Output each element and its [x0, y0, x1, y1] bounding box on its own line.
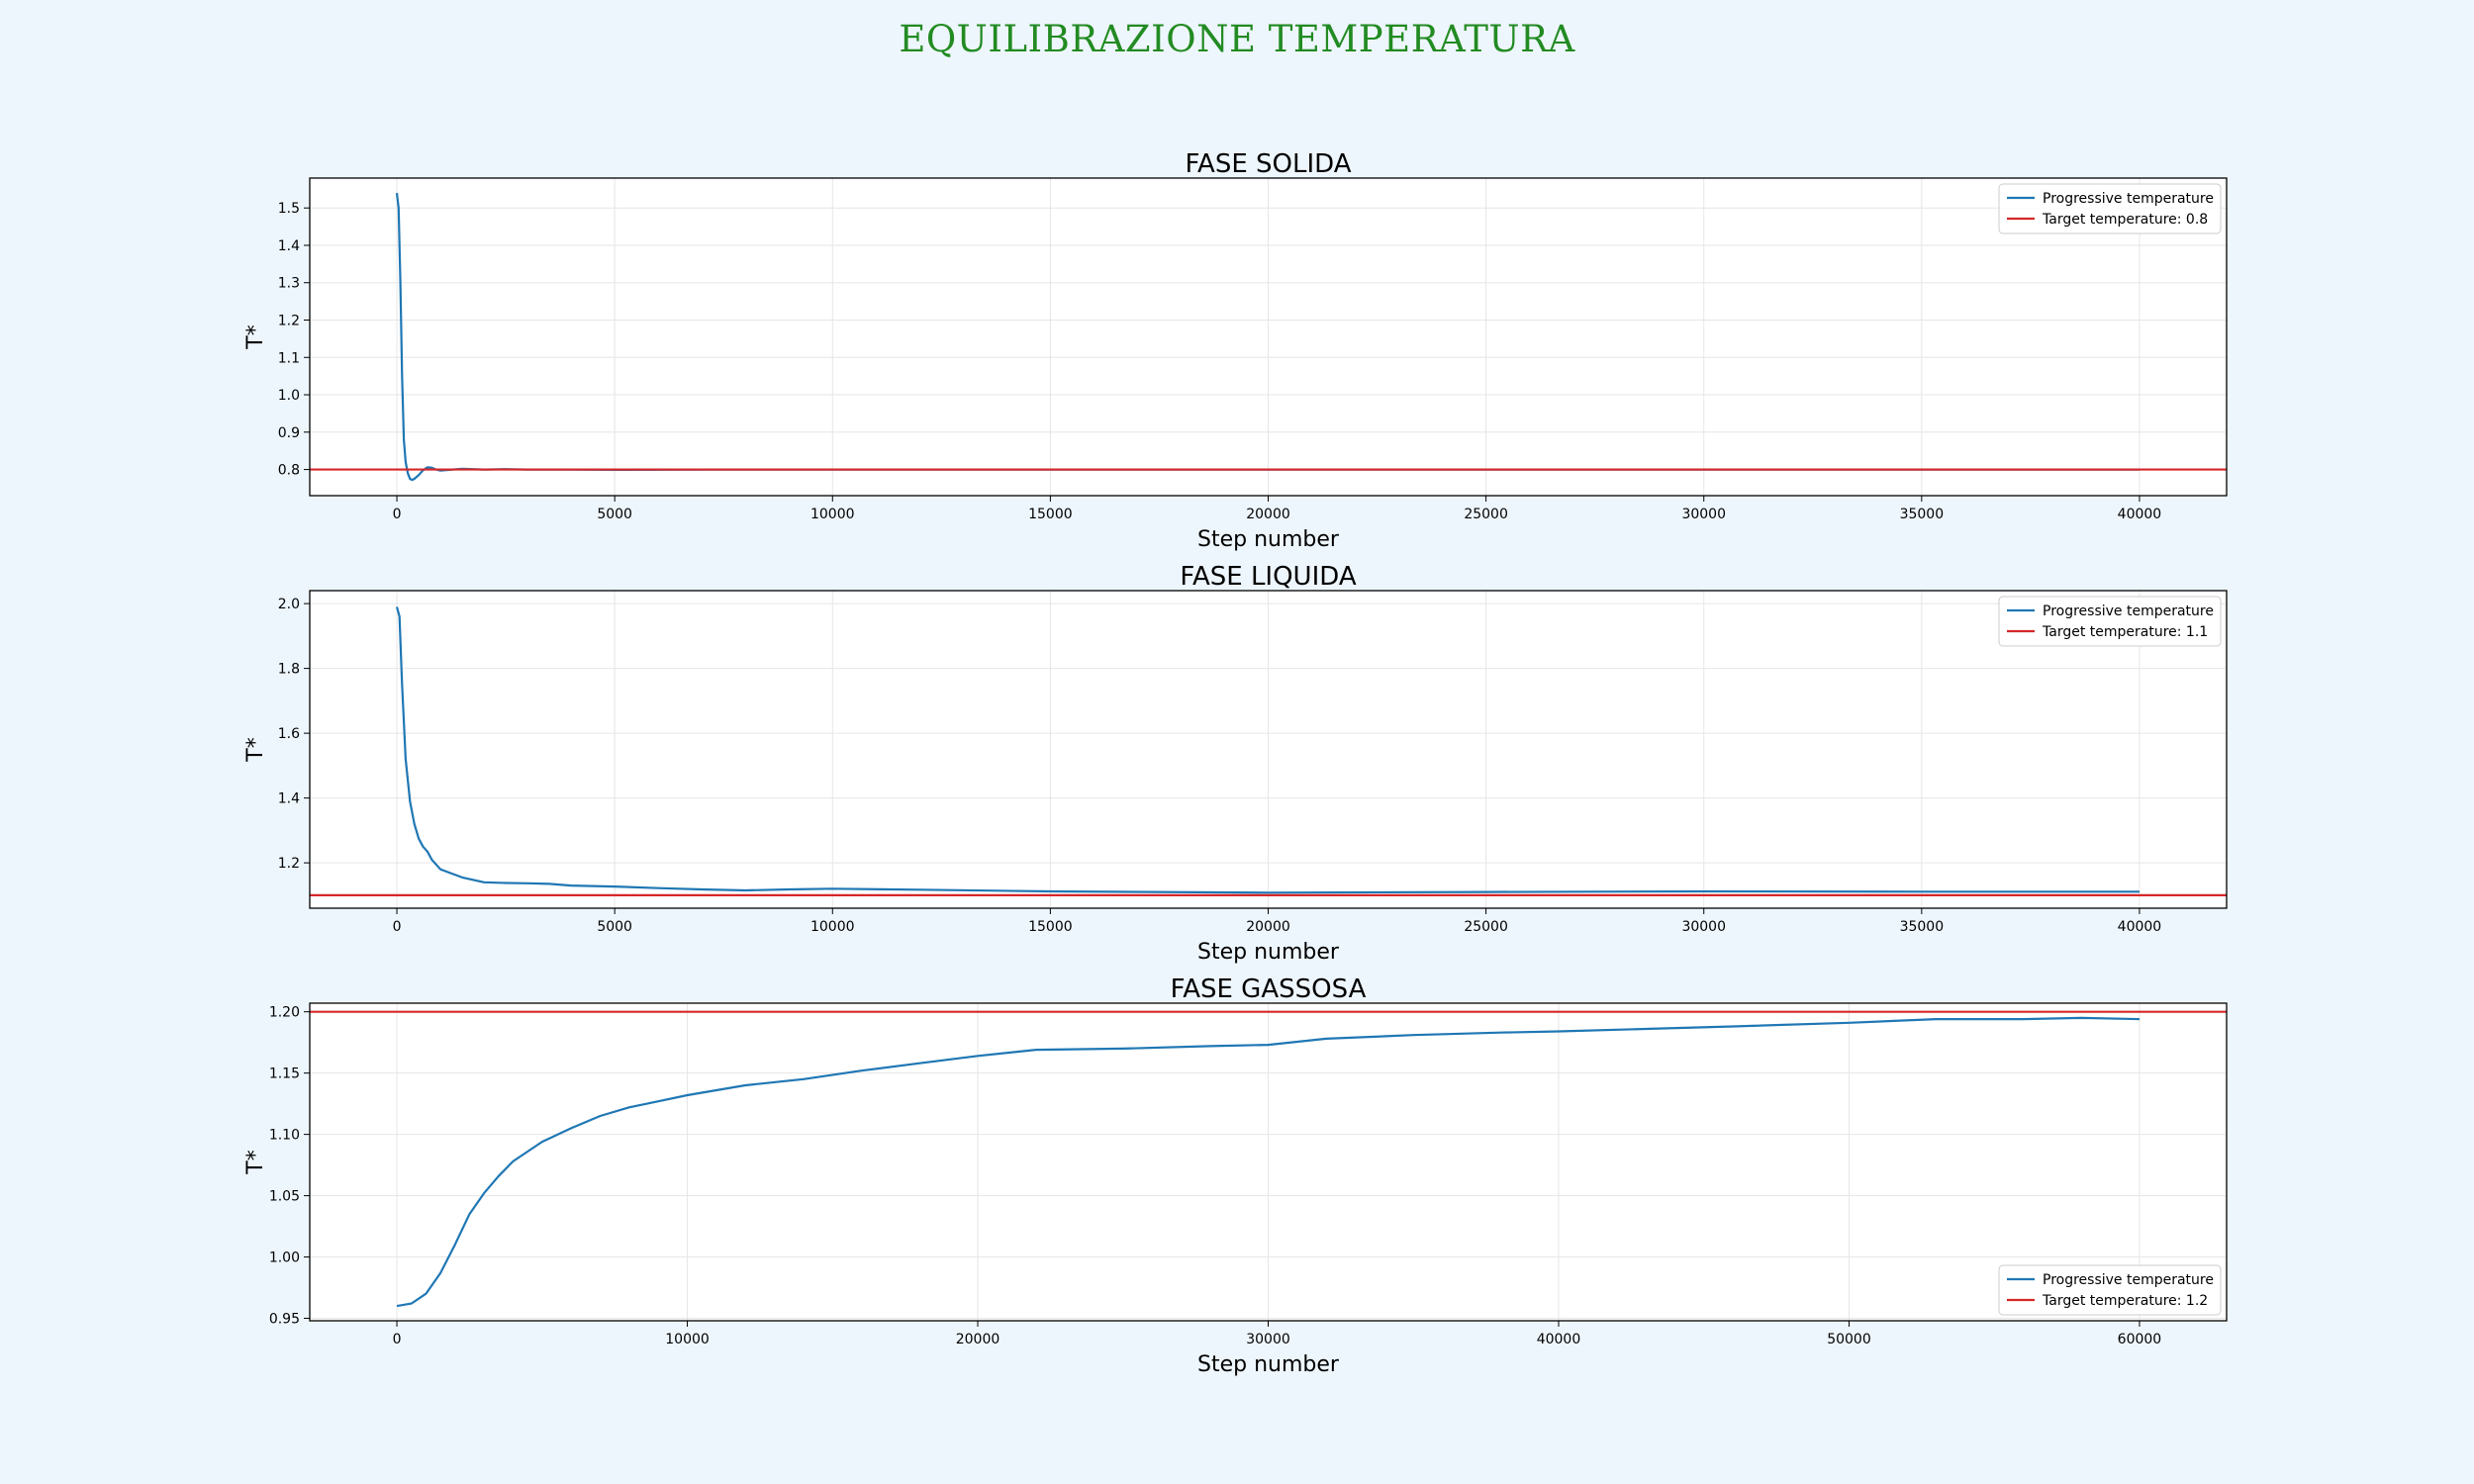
x-tick-label: 40000 — [2118, 507, 2162, 522]
progressive-temperature-line — [396, 1016, 2141, 1308]
y-tick-label: 1.2 — [278, 856, 300, 872]
x-tick-label: 25000 — [1464, 919, 1508, 935]
y-tick-label: 0.95 — [269, 1312, 300, 1328]
x-tick-label: 10000 — [665, 1332, 710, 1347]
y-tick-label: 0.9 — [278, 425, 300, 441]
y-tick-label: 1.15 — [269, 1067, 300, 1082]
legend-label: Target temperature: 1.1 — [2042, 624, 2208, 640]
legend-label: Progressive temperature — [2043, 191, 2214, 207]
legend: Progressive temperature Target temperatur… — [1998, 1264, 2222, 1316]
y-tick-label: 1.0 — [278, 388, 300, 404]
x-tick-label: 20000 — [956, 1332, 1000, 1347]
x-tick-label: 10000 — [810, 919, 855, 935]
x-tick-label: 20000 — [1246, 507, 1290, 522]
chart-title: FASE SOLIDA — [1185, 149, 1351, 179]
y-tick-label: 1.4 — [278, 238, 300, 254]
series-group — [310, 606, 2227, 896]
y-tick-label: 1.8 — [278, 662, 300, 678]
x-tick-label: 30000 — [1681, 919, 1726, 935]
y-tick-label: 0.8 — [278, 463, 300, 479]
y-axis-label: T* — [243, 325, 268, 349]
chart-title: FASE LIQUIDA — [1180, 562, 1356, 592]
x-tick-label: 10000 — [810, 507, 855, 522]
x-tick-label: 60000 — [2118, 1332, 2162, 1347]
x-tick-label: 0 — [393, 507, 402, 522]
x-tick-label: 5000 — [597, 507, 632, 522]
y-tick-label: 1.4 — [278, 791, 300, 807]
y-tick-label: 1.3 — [278, 276, 300, 292]
chart-title: FASE GASSOSA — [1171, 974, 1367, 1004]
legend-label: Progressive temperature — [2043, 603, 2214, 619]
y-tick-label: 1.2 — [278, 314, 300, 329]
x-tick-label: 25000 — [1464, 507, 1508, 522]
x-axis-label: Step number — [1197, 940, 1340, 965]
chart-panel-3: 0 10000 20000 30000 40000 50000 60000 0.95 1.00 1… — [243, 974, 2228, 1377]
legend-box — [1998, 1264, 2222, 1316]
chart-panel-2: 0 5000 10000 15000 20000 25000 30000 35000 40000… — [243, 562, 2228, 965]
y-tick-label: 1.00 — [269, 1251, 300, 1266]
y-tick-label: 1.05 — [269, 1189, 300, 1205]
y-tick-label: 1.10 — [269, 1128, 300, 1144]
x-tick-label: 35000 — [1900, 919, 1945, 935]
x-tick-label: 20000 — [1246, 919, 1290, 935]
y-tick-label: 1.1 — [278, 350, 300, 366]
x-tick-label: 40000 — [2118, 919, 2162, 935]
y-tick-label: 2.0 — [278, 597, 300, 612]
chart-panel-1: 0 5000 10000 15000 20000 25000 30000 35000 40000… — [243, 149, 2228, 552]
y-tick-label: 1.5 — [278, 201, 300, 217]
x-tick-label: 30000 — [1681, 507, 1726, 522]
legend: Progressive temperature Target temperatur… — [1998, 596, 2222, 647]
legend-label: Target temperature: 0.8 — [2042, 212, 2208, 228]
x-tick-label: 5000 — [597, 919, 632, 935]
y-tick-label: 1.20 — [269, 1005, 300, 1021]
series-group — [310, 1010, 2227, 1308]
figure-title: EQUILIBRAZIONE TEMPERATURA — [899, 18, 1575, 60]
series-group — [310, 192, 2227, 482]
x-tick-label: 40000 — [1537, 1332, 1581, 1347]
y-axis-label: T* — [243, 1150, 268, 1174]
legend: Progressive temperature Target temperatur… — [1998, 183, 2222, 234]
x-tick-label: 35000 — [1900, 507, 1945, 522]
x-axis-label: Step number — [1197, 1352, 1340, 1377]
x-tick-label: 15000 — [1028, 919, 1073, 935]
legend-box — [1998, 183, 2222, 234]
x-tick-label: 0 — [393, 919, 402, 935]
progressive-temperature-line — [395, 606, 2140, 894]
legend-box — [1998, 596, 2222, 647]
x-tick-label: 0 — [393, 1332, 402, 1347]
legend-label: Progressive temperature — [2043, 1272, 2214, 1288]
x-axis-label: Step number — [1197, 527, 1340, 552]
y-tick-label: 1.6 — [278, 726, 300, 742]
x-tick-label: 30000 — [1246, 1332, 1290, 1347]
y-axis-label: T* — [243, 737, 268, 762]
x-tick-label: 15000 — [1028, 507, 1073, 522]
x-tick-label: 50000 — [1827, 1332, 1871, 1347]
legend-label: Target temperature: 1.2 — [2042, 1293, 2208, 1309]
